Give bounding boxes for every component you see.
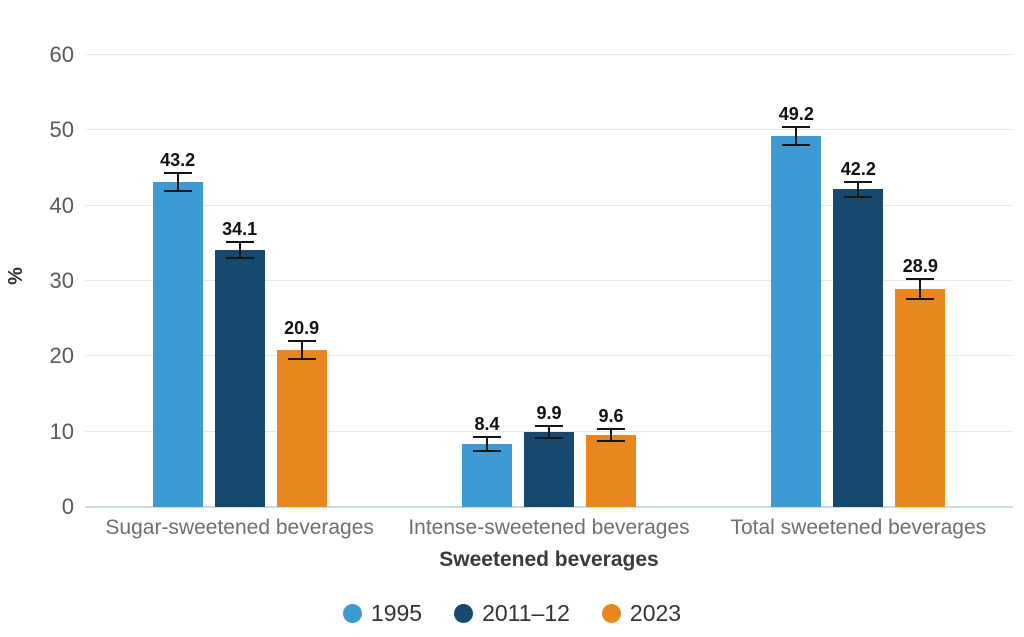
error-bar-line (610, 428, 612, 441)
legend-item: 2011–12 (454, 600, 570, 626)
error-bar-cap-top (535, 425, 563, 428)
error-bar-cap-bottom (844, 195, 873, 198)
error-bar-cap-top (225, 240, 254, 243)
legend-swatch-icon (342, 603, 362, 623)
gridline (85, 54, 1013, 55)
y-tick-label: 10 (49, 418, 74, 444)
data-label: 43.2 (160, 149, 196, 170)
legend-swatch-icon (601, 603, 621, 623)
error-bar-cap-top (597, 427, 625, 430)
error-bar-line (919, 279, 922, 300)
legend-item: 2023 (601, 600, 682, 626)
x-axis-category-labels: Sugar-sweetened beverages Intense-sweeten… (85, 515, 1013, 543)
gridline (85, 280, 1013, 281)
error-bar-cap-bottom (597, 439, 625, 442)
legend-label: 2011–12 (482, 600, 570, 626)
error-bar-cap-bottom (163, 189, 192, 192)
error-bar-cap-bottom (473, 449, 501, 452)
error-bar-line (176, 172, 179, 191)
y-tick-label: 0 (61, 494, 74, 519)
legend-swatch-icon (454, 603, 474, 623)
category-label: Intense-sweetened beverages (408, 516, 690, 539)
error-bar-cap-top (782, 126, 811, 129)
bar (152, 181, 203, 507)
error-bar-line (300, 340, 303, 359)
bar (771, 136, 822, 507)
error-bar-cap-top (844, 180, 873, 183)
bar (524, 432, 574, 507)
data-label: 8.4 (474, 413, 500, 434)
error-bar-cap-top (906, 278, 935, 281)
plot-area: 43.2 34.1 20.9 8.4 9.9 9.6 49.2 42.2 28.9 (85, 54, 1013, 508)
bar (895, 289, 946, 507)
y-axis-ticks: 0 10 20 30 40 50 60 (0, 0, 74, 637)
bar (586, 434, 636, 507)
y-tick-label: 20 (49, 343, 74, 369)
error-bar-cap-top (473, 435, 501, 438)
bar (833, 189, 884, 507)
data-label: 42.2 (840, 158, 876, 179)
x-axis-title: Sweetened beverages (439, 548, 659, 571)
error-bar-cap-top (287, 339, 316, 342)
gridline (85, 129, 1013, 131)
error-bar-cap-bottom (287, 357, 316, 360)
error-bar-cap-bottom (225, 257, 254, 260)
error-bar-line (548, 426, 550, 439)
category-label: Total sweetened beverages (730, 516, 987, 539)
data-label: 34.1 (222, 218, 258, 239)
y-tick-label: 30 (49, 268, 74, 293)
bar (276, 349, 327, 507)
error-bar-line (486, 436, 488, 451)
y-tick-label: 60 (49, 42, 74, 67)
error-bar-cap-top (163, 171, 192, 174)
error-bar-cap-bottom (906, 298, 935, 301)
gridline (85, 355, 1013, 357)
gridline (85, 204, 1013, 206)
data-label: 9.9 (536, 403, 562, 424)
error-bar-line (857, 181, 860, 197)
bar (462, 443, 512, 507)
error-bar-line (795, 127, 798, 146)
y-tick-label: 40 (49, 192, 74, 218)
error-bar-cap-bottom (535, 437, 563, 440)
error-bar-line (238, 241, 241, 259)
x-axis-line (85, 506, 1013, 508)
y-tick-label: 50 (49, 117, 74, 143)
category-label: Sugar-sweetened beverages (105, 516, 374, 539)
error-bar-cap-bottom (782, 144, 811, 147)
bar (214, 250, 265, 507)
data-label: 28.9 (902, 256, 938, 277)
legend: 1995 2011–12 2023 (0, 599, 1024, 627)
legend-label: 2023 (629, 600, 682, 626)
data-label: 9.6 (598, 405, 624, 426)
data-label: 20.9 (284, 317, 320, 338)
legend-item: 1995 (342, 600, 423, 626)
data-label: 49.2 (778, 104, 814, 125)
legend-label: 1995 (370, 600, 423, 626)
